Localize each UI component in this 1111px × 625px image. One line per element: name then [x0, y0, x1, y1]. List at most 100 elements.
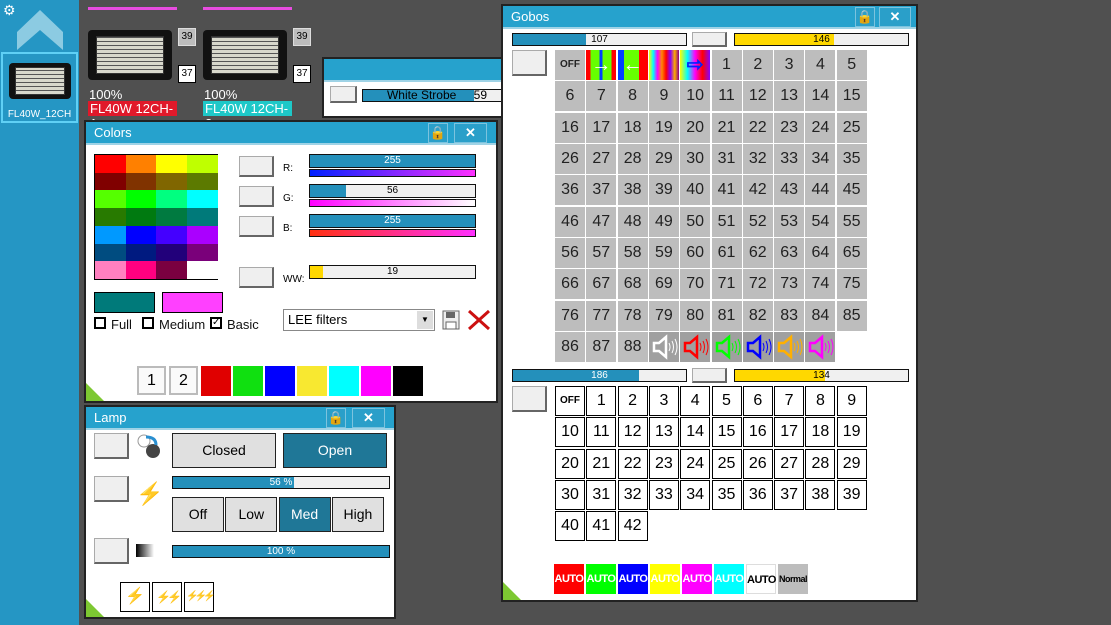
palette-swatch[interactable] — [95, 208, 126, 227]
gobo2-slot[interactable]: 1 — [586, 386, 617, 416]
gobo1-speed-slider[interactable]: 146 — [734, 33, 909, 46]
palette-swatch[interactable] — [95, 243, 126, 262]
gear-icon[interactable]: ⚙ — [3, 2, 16, 18]
auto-mode-button[interactable]: AUTO — [554, 564, 584, 594]
add-corner-icon[interactable] — [503, 582, 521, 600]
auto-mode-button[interactable]: AUTO — [586, 564, 616, 594]
channel-slider[interactable]: 56 — [309, 184, 476, 198]
gobo-slot[interactable]: 36 — [555, 175, 585, 206]
gobo1-slider[interactable]: 107 — [512, 33, 687, 46]
fixture-image[interactable] — [203, 30, 287, 80]
gobo2-slot[interactable]: 2 — [617, 386, 648, 416]
palette-swatch[interactable] — [156, 190, 187, 209]
gobo-slot[interactable]: 16 — [555, 112, 585, 143]
gobo-slot[interactable]: 40 — [680, 175, 711, 206]
channel-slider[interactable]: 255 — [309, 214, 476, 228]
palette-swatch[interactable] — [156, 261, 187, 280]
gobo-slot[interactable]: 70 — [680, 269, 711, 300]
channel-button[interactable] — [239, 186, 274, 207]
palette-swatch[interactable] — [186, 155, 218, 173]
gobo-slot[interactable]: 17 — [586, 112, 617, 143]
gobo-slot[interactable]: 86 — [555, 332, 585, 363]
sound-active-icon[interactable] — [648, 332, 679, 363]
gobo2-slot[interactable]: 27 — [774, 448, 805, 479]
gobo-slot[interactable]: 82 — [742, 300, 773, 331]
gobo2-slot[interactable]: 23 — [648, 448, 679, 479]
gobo-slot[interactable]: 41 — [711, 175, 742, 206]
sound-active-icon[interactable] — [711, 332, 742, 363]
gobo2-slot[interactable]: 33 — [648, 480, 679, 511]
palette-swatch[interactable] — [156, 155, 187, 173]
auto-mode-button[interactable]: AUTO — [746, 564, 776, 594]
gobo-slot[interactable]: 80 — [680, 300, 711, 331]
preset-color-button[interactable] — [297, 366, 327, 396]
auto-mode-button[interactable]: AUTO — [618, 564, 648, 594]
palette-swatch[interactable] — [125, 172, 157, 191]
gobo-slot[interactable]: 9 — [648, 81, 679, 112]
gobo-slot[interactable]: 55 — [836, 206, 867, 237]
strobe-titlebar[interactable] — [324, 59, 510, 82]
sound-active-icon[interactable] — [680, 332, 711, 363]
gobo2-slot[interactable]: 10 — [555, 417, 585, 448]
gobo2-slot[interactable]: 29 — [836, 448, 867, 479]
preset-button[interactable]: 1 — [137, 366, 166, 395]
gobo2-slot[interactable]: 21 — [586, 448, 617, 479]
gobo2-slot[interactable]: 14 — [680, 417, 711, 448]
gobo-slot[interactable]: 6 — [555, 81, 585, 112]
gobo2-slot[interactable]: 8 — [805, 386, 836, 416]
palette-swatch[interactable] — [125, 261, 157, 280]
palette-swatch[interactable] — [95, 190, 126, 209]
gobo-slot[interactable]: 45 — [836, 175, 867, 206]
gobo-image-rainbow-arrow[interactable]: ⇨ — [680, 50, 711, 80]
gobo-image-rainbow[interactable] — [648, 50, 679, 80]
chevron-up-icon[interactable] — [17, 10, 63, 50]
gobo2-slot[interactable]: 19 — [836, 417, 867, 448]
palette-swatch[interactable] — [95, 155, 126, 173]
gobo-slot[interactable]: 12 — [742, 81, 773, 112]
gobo-slot[interactable]: 4 — [805, 50, 836, 80]
palette-swatch[interactable] — [186, 225, 218, 244]
gobo-slot[interactable]: 11 — [711, 81, 742, 112]
lamp-titlebar[interactable]: Lamp — [86, 407, 394, 430]
gobo-slot[interactable]: 3 — [774, 50, 805, 80]
fixture-name-label[interactable]: FL40W 12CH-1 — [88, 101, 177, 131]
palette-swatch[interactable] — [125, 225, 157, 244]
gobo-slot[interactable]: 88 — [617, 332, 648, 363]
checkbox-medium[interactable] — [142, 317, 154, 329]
preset-color-button[interactable] — [329, 366, 359, 396]
gobo-image-arrows-in[interactable]: → — [586, 50, 617, 80]
gobo2-slot[interactable]: OFF — [555, 386, 585, 416]
gobo-image-arrows-out[interactable]: ← — [617, 50, 648, 80]
gobo-slot[interactable]: 65 — [836, 238, 867, 269]
palette-swatch[interactable] — [95, 261, 126, 280]
gobo-slot[interactable]: 29 — [648, 144, 679, 175]
gobo-slot[interactable]: 32 — [742, 144, 773, 175]
preset-button[interactable]: 2 — [169, 366, 198, 395]
filter-dropdown[interactable]: LEE filters ▼ — [283, 309, 435, 331]
gobo-slot[interactable]: 75 — [836, 269, 867, 300]
gobo2-slot[interactable]: 4 — [680, 386, 711, 416]
gobo-slot[interactable]: OFF — [555, 50, 585, 80]
gobo2-slot[interactable]: 30 — [555, 480, 585, 511]
gobo1-mid-button[interactable] — [692, 32, 727, 47]
gobo2-mid-button[interactable] — [692, 368, 727, 383]
gobo-slot[interactable]: 72 — [742, 269, 773, 300]
gobo-slot[interactable]: 2 — [742, 50, 773, 80]
gobo-slot[interactable]: 48 — [617, 206, 648, 237]
preset-color-button[interactable] — [201, 366, 231, 396]
gobo2-slot[interactable]: 38 — [805, 480, 836, 511]
lock-button[interactable]: 🔒 — [855, 7, 875, 27]
gobo2-slot[interactable]: 39 — [836, 480, 867, 511]
gobo-slot[interactable]: 26 — [555, 144, 585, 175]
gobo2-slot[interactable]: 16 — [742, 417, 773, 448]
gobo2-slot[interactable]: 7 — [774, 386, 805, 416]
strobe-slow-button[interactable]: ⚡ — [120, 582, 150, 612]
preset-color-button[interactable] — [361, 366, 391, 396]
channel-slider[interactable]: 19 — [309, 265, 476, 279]
gobo-slot[interactable]: 81 — [711, 300, 742, 331]
gobo-slot[interactable]: 1 — [711, 50, 742, 80]
gobo2-slot[interactable]: 31 — [586, 480, 617, 511]
channel-button[interactable] — [239, 267, 274, 288]
gobo2-slot[interactable]: 6 — [742, 386, 773, 416]
palette-swatch[interactable] — [95, 172, 126, 191]
